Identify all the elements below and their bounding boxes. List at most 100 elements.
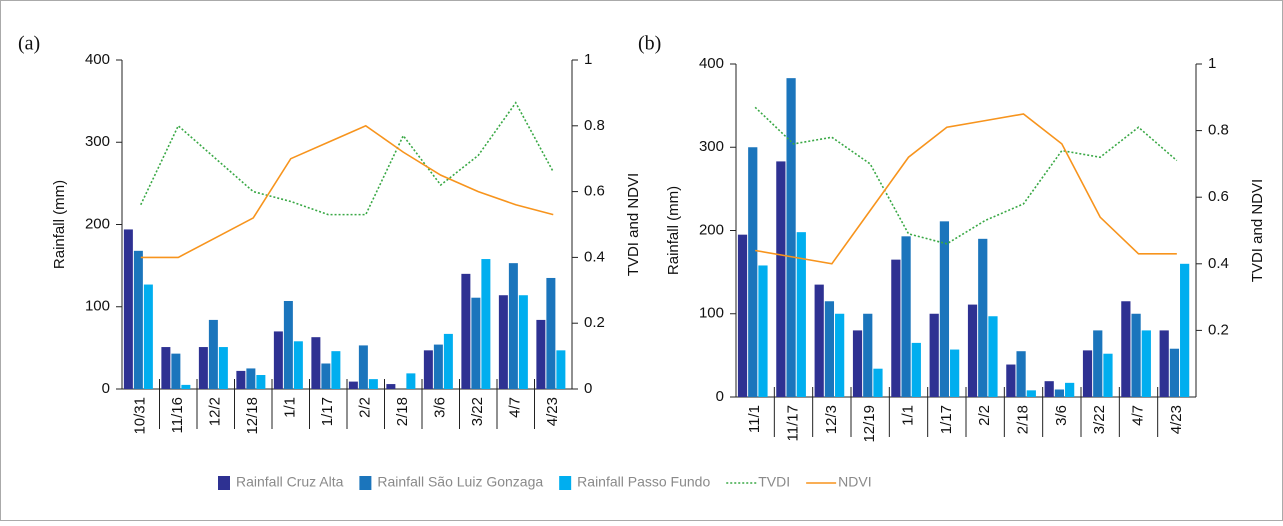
y-tick-label: 300: [85, 133, 110, 150]
bar: [143, 284, 153, 389]
y2-tick-label: 0.8: [1208, 122, 1229, 139]
bar: [796, 232, 806, 397]
bar: [443, 333, 453, 389]
bar: [331, 351, 341, 389]
y2-tick-label: 0.6: [584, 183, 605, 200]
bar: [1054, 389, 1065, 397]
x-tick-label: 4/7: [1129, 405, 1146, 426]
x-tick-label: 2/2: [357, 397, 374, 418]
bar: [1006, 364, 1016, 397]
bar: [171, 353, 181, 389]
y-tick-label: 100: [85, 298, 110, 315]
legend-swatch: [559, 476, 572, 490]
bar: [481, 259, 491, 389]
bar: [246, 368, 256, 389]
bar: [236, 370, 246, 389]
x-tick-label: 4/23: [544, 397, 561, 426]
bar: [433, 344, 443, 389]
bar: [546, 277, 556, 389]
line: [140, 101, 554, 216]
bar: [1103, 353, 1113, 397]
bar: [423, 350, 433, 389]
bar: [891, 259, 901, 397]
bar: [218, 347, 228, 389]
legend-label: Rainfall Cruz Alta: [236, 474, 344, 490]
panel-label: (b): [638, 33, 661, 55]
line: [754, 106, 1178, 245]
x-tick-label: 12/2: [207, 397, 224, 426]
y-tick-label: 0: [716, 388, 724, 405]
y-axis-title: Rainfall (mm): [51, 180, 68, 269]
bar: [1065, 382, 1075, 397]
bar: [1159, 330, 1169, 397]
y2-tick-label: 0.6: [1208, 188, 1229, 205]
bar: [901, 236, 911, 397]
bar: [835, 313, 845, 397]
bar: [1016, 351, 1026, 397]
bar: [863, 313, 873, 397]
bar: [1082, 350, 1093, 397]
x-tick-label: 2/18: [394, 397, 411, 426]
legend-swatch: [359, 476, 372, 490]
x-tick-label: 1/1: [899, 405, 916, 426]
x-tick-label: 3/22: [469, 397, 486, 426]
bar: [256, 375, 266, 389]
bar: [273, 331, 283, 389]
x-tick-label: 12/3: [823, 405, 840, 434]
y2-tick-label: 0.2: [584, 314, 605, 331]
bar: [911, 342, 921, 397]
bar: [748, 147, 758, 397]
bar: [758, 265, 768, 397]
bar: [814, 284, 824, 397]
bar: [988, 316, 998, 397]
y2-axis-title: TVDI and NDVI: [1249, 179, 1266, 282]
bar: [368, 379, 378, 389]
bar: [824, 301, 835, 397]
bar: [852, 330, 863, 397]
bar: [950, 349, 960, 397]
bar: [967, 304, 978, 397]
y-axis-title: Rainfall (mm): [665, 186, 682, 275]
y-tick-label: 0: [102, 380, 110, 397]
bar: [348, 381, 358, 389]
bar: [1026, 390, 1036, 397]
x-tick-label: 11/16: [169, 397, 186, 433]
y-tick-label: 400: [85, 51, 110, 68]
bar: [461, 273, 471, 389]
bar: [161, 347, 171, 389]
bar: [133, 250, 143, 389]
y-tick-label: 400: [699, 55, 724, 72]
x-tick-label: 11/1: [746, 405, 763, 433]
legend-label: Rainfall Passo Fundo: [577, 474, 710, 490]
bar: [1093, 330, 1103, 397]
bar: [536, 319, 546, 389]
legend-label: NDVI: [838, 474, 871, 490]
bar: [776, 161, 786, 397]
bar: [786, 78, 796, 397]
bar: [471, 297, 481, 389]
bar: [181, 384, 191, 389]
bar: [386, 384, 396, 389]
bar: [311, 337, 321, 389]
line: [755, 113, 1177, 265]
bar: [1169, 348, 1180, 397]
bar: [1044, 381, 1054, 397]
bar: [1180, 263, 1190, 397]
y2-tick-label: 0.4: [584, 248, 605, 265]
bar: [321, 363, 331, 389]
y-tick-label: 300: [699, 138, 724, 155]
x-tick-label: 12/18: [244, 397, 261, 435]
x-tick-label: 11/17: [784, 405, 801, 441]
legend-label: Rainfall São Luiz Gonzaga: [377, 474, 543, 490]
legend: Rainfall Cruz Alta Rainfall São Luiz Gonz…: [218, 474, 872, 490]
y2-tick-label: 1: [1208, 55, 1216, 72]
y2-tick-label: 1: [584, 51, 592, 68]
legend-swatch: [218, 476, 230, 490]
x-tick-label: 1/17: [319, 397, 336, 426]
y-tick-label: 100: [699, 305, 724, 322]
x-tick-label: 2/18: [1014, 405, 1031, 434]
x-tick-label: 1/17: [938, 405, 955, 434]
x-tick-label: 4/7: [507, 397, 524, 418]
